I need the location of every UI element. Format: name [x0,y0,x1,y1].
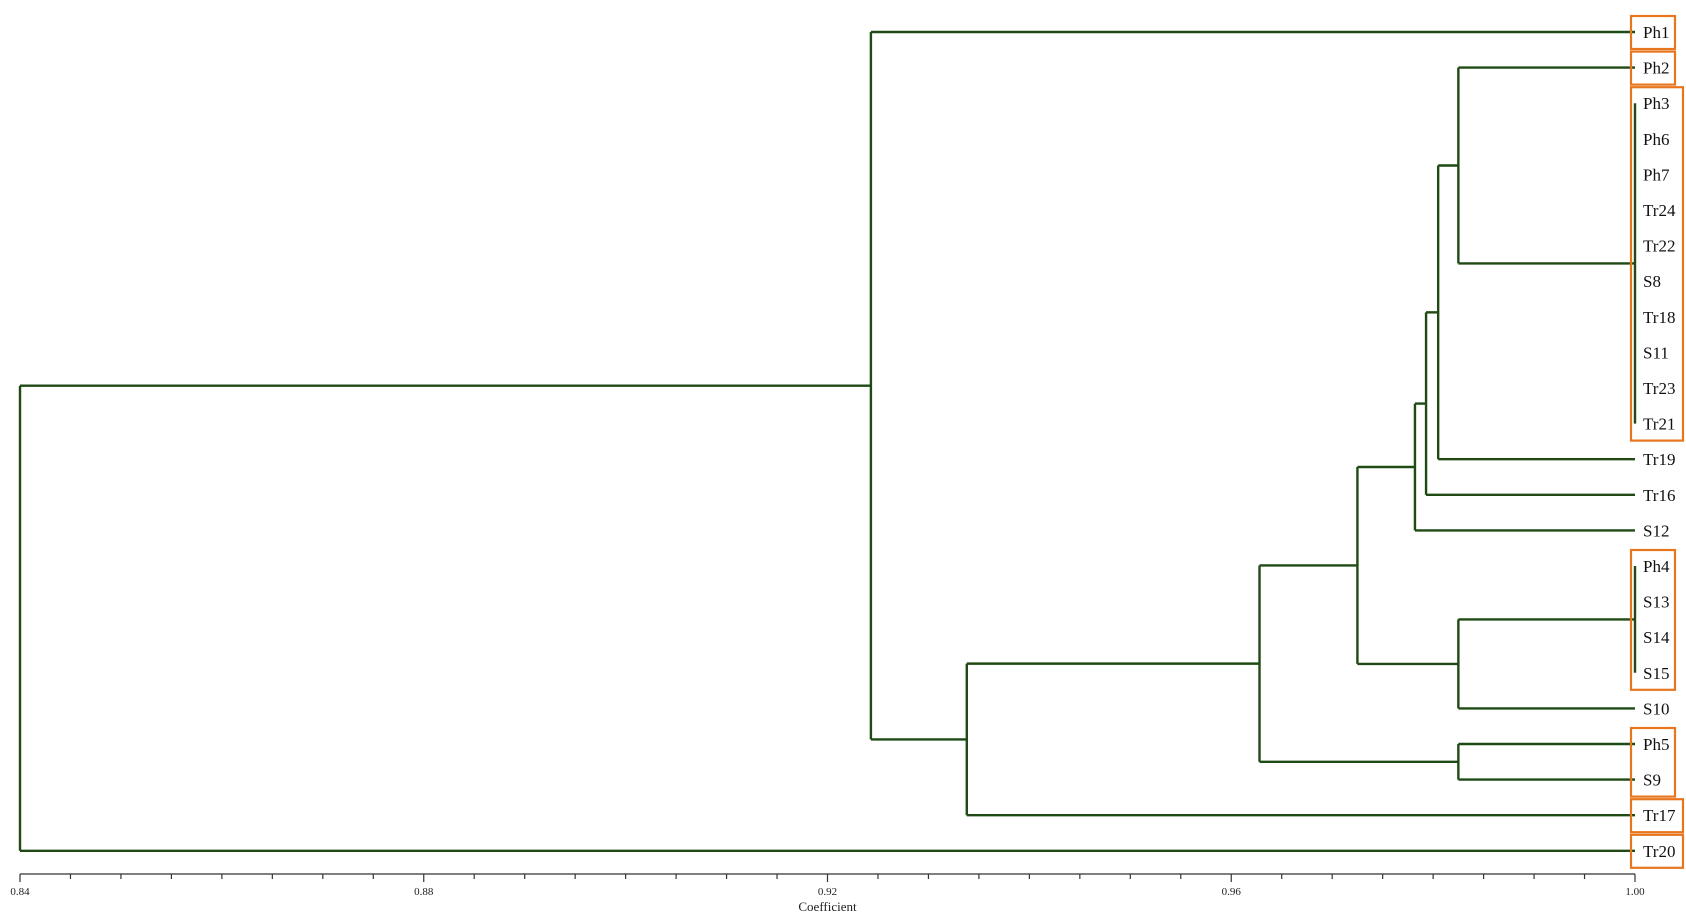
leaf-label-ph4: Ph4 [1643,557,1670,576]
leaf-label-tr17: Tr17 [1643,806,1676,825]
leaf-labels: Ph1 Ph2 Ph3 Ph6 Ph7 Tr24 Tr22 S8 Tr18 S11 Tr23 Tr21… [1643,23,1676,861]
leaf-label-tr23: Tr23 [1643,379,1675,398]
leaf-label-tr19: Tr19 [1643,450,1675,469]
leaf-label-tr22: Tr22 [1643,237,1675,256]
leaf-label-ph5: Ph5 [1643,735,1669,754]
leaf-label-s15: S15 [1643,664,1669,683]
cluster-box-1 [1629,50,1677,86]
cluster-box-3 [1629,548,1677,691]
leaf-label-s13: S13 [1643,593,1669,612]
x-tick-label-1.00: 1.00 [1625,886,1645,898]
cluster-box-6 [1629,833,1685,869]
leaf-label-ph1: Ph1 [1643,23,1669,42]
leaf-label-ph7: Ph7 [1643,165,1670,184]
cluster-box-2 [1629,86,1685,442]
x-tick-label-0.84: 0.84 [10,886,30,898]
leaf-label-tr21: Tr21 [1643,415,1675,434]
leaf-label-tr18: Tr18 [1643,308,1675,327]
leaf-label-tr16: Tr16 [1643,486,1675,505]
cluster-box-4 [1629,726,1677,798]
leaf-label-s12: S12 [1643,521,1669,540]
leaf-label-s10: S10 [1643,699,1669,718]
x-axis-ticks: 0.84 0.88 0.92 0.96 1.00 [10,874,1645,898]
cluster-box-5 [1629,798,1685,834]
leaf-label-ph6: Ph6 [1643,130,1669,149]
leaf-label-s11: S11 [1643,343,1669,362]
leaf-label-tr24: Tr24 [1643,201,1676,220]
leaf-label-ph2: Ph2 [1643,59,1669,78]
x-tick-label-0.96: 0.96 [1222,886,1242,898]
leaf-label-s14: S14 [1643,628,1670,647]
branches [18,30,1637,852]
cluster-boxes [1629,14,1685,869]
x-axis: 0.84 0.88 0.92 0.96 1.00 Coefficient [10,873,1645,914]
leaf-label-ph3: Ph3 [1643,94,1669,113]
x-tick-label-0.88: 0.88 [414,886,434,898]
leaf-label-s9: S9 [1643,771,1661,790]
leaf-label-s8: S8 [1643,272,1661,291]
x-tick-label-0.92: 0.92 [818,886,837,898]
leaf-label-tr20: Tr20 [1643,842,1675,861]
x-axis-title: Coefficient [798,899,857,914]
cluster-box-0 [1629,14,1677,51]
